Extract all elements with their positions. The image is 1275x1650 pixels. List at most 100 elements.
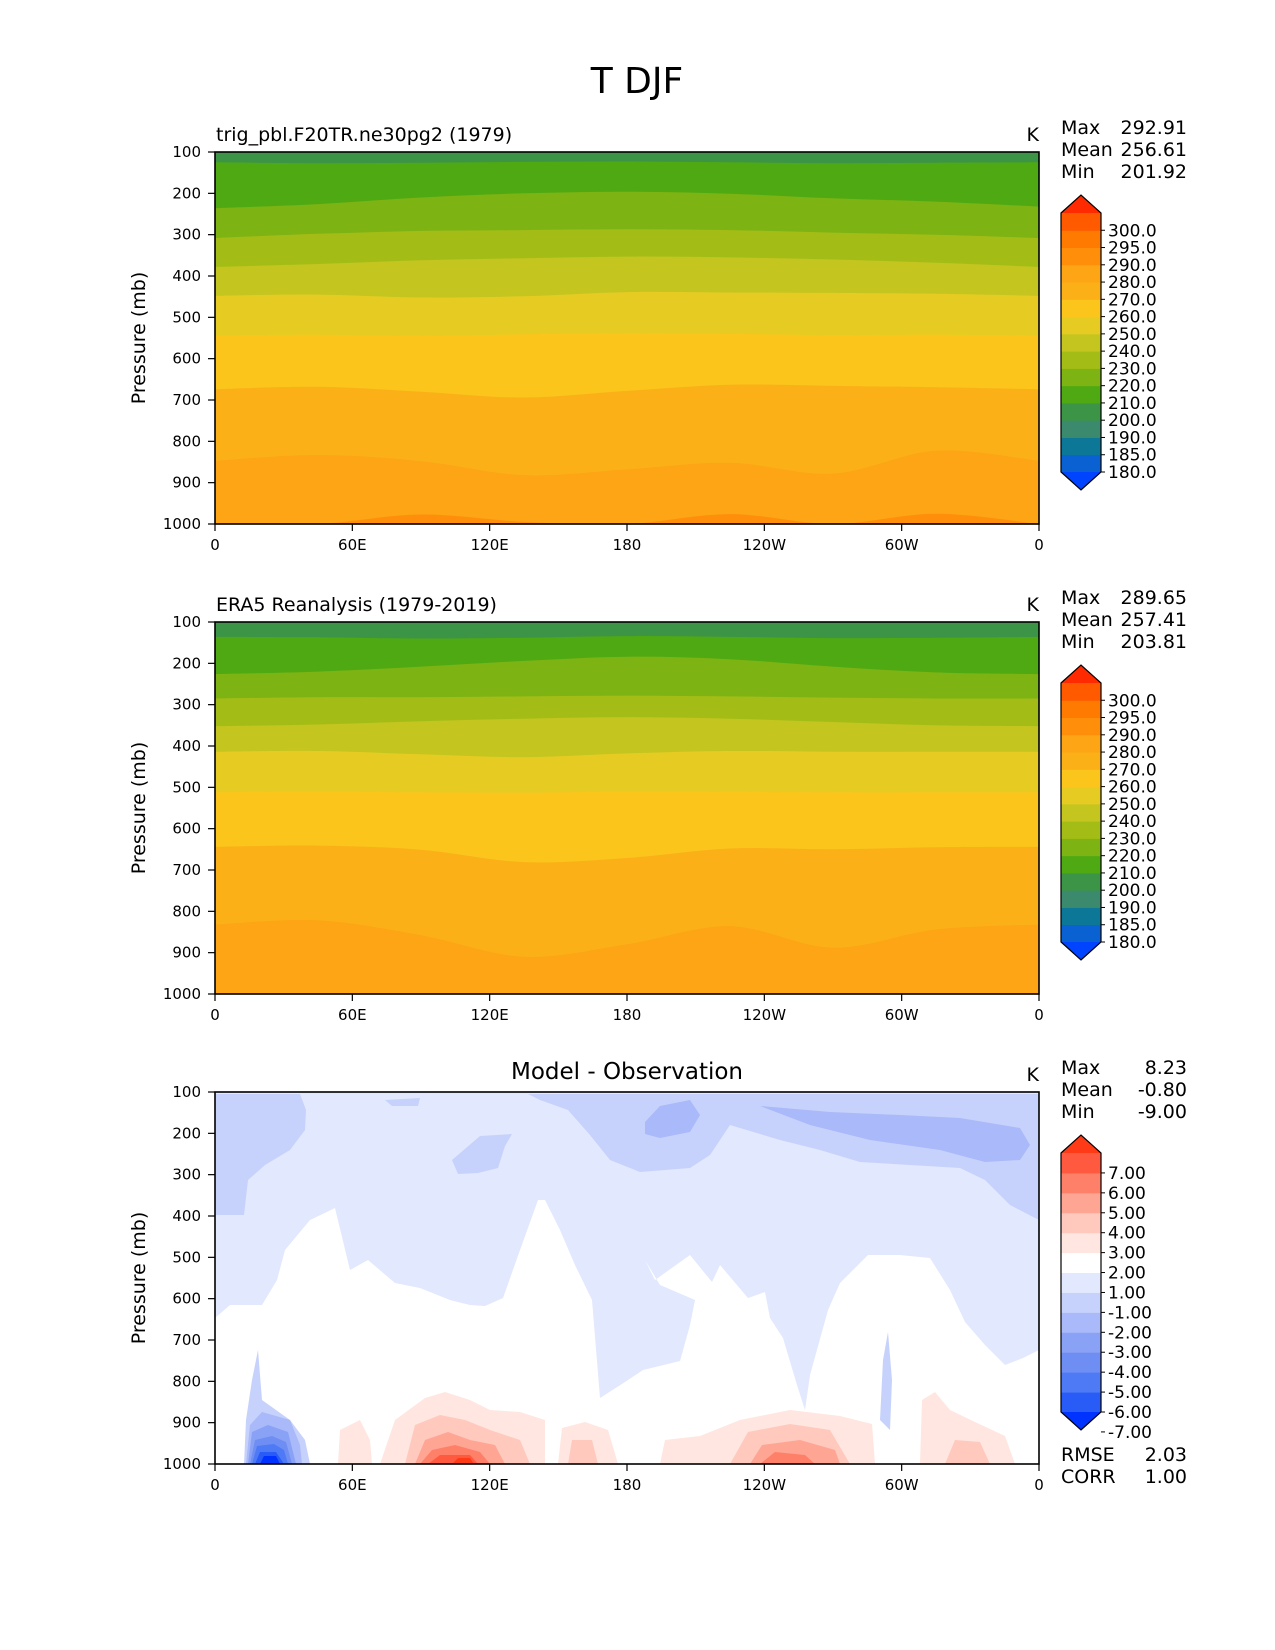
figure-title: T DJF — [590, 61, 683, 102]
colorbar-extend-max — [1061, 195, 1101, 213]
y-tick-label: 300 — [172, 226, 201, 244]
x-tick-label: 120E — [471, 1476, 509, 1494]
stat-mean-label: Mean — [1061, 139, 1113, 161]
y-tick-label: 100 — [172, 1083, 201, 1101]
colorbar-label: 240.0 — [1108, 342, 1157, 362]
colorbar-swatch — [1061, 230, 1101, 249]
panel-title: trig_pbl.F20TR.ne30pg2 (1979) — [216, 124, 512, 146]
y-tick-label: 500 — [172, 1248, 201, 1266]
y-axis-ticks: 100 200 300 400 500 600 700 800 900 1000 — [163, 613, 215, 1003]
colorbar-swatch — [1061, 890, 1101, 908]
stat-min-value: -9.00 — [1138, 1101, 1187, 1123]
colorbar-label: 280.0 — [1108, 273, 1157, 293]
x-tick-label: 60W — [885, 1476, 919, 1494]
x-tick-label: 60E — [338, 1476, 367, 1494]
x-tick-label: 120E — [471, 536, 509, 554]
x-tick-label: 0 — [210, 1006, 220, 1024]
colorbar-swatch — [1061, 1192, 1101, 1214]
y-axis-ticks: 100 200 300 400 500 600 700 800 900 1000 — [163, 143, 215, 533]
colorbar-swatch — [1061, 821, 1101, 839]
x-axis-ticks: 0 60E 120E 180 120W 60W 0 — [210, 1464, 1044, 1494]
colorbar-label: 180.0 — [1108, 933, 1157, 953]
diff-fill-zero — [215, 1200, 1039, 1464]
colorbar-label: 210.0 — [1108, 864, 1157, 884]
colorbar-swatch — [1061, 734, 1101, 753]
diff-fill-plus2 — [568, 1440, 598, 1464]
y-tick-label: 600 — [172, 350, 201, 368]
y-tick-label: 200 — [172, 654, 201, 672]
colorbar-label: 290.0 — [1108, 726, 1157, 746]
contour-band — [215, 920, 1039, 994]
y-tick-label: 400 — [172, 1207, 201, 1225]
x-tick-label: 0 — [210, 1476, 220, 1494]
colorbar-swatch — [1061, 752, 1101, 770]
y-tick-label: 500 — [172, 778, 201, 796]
model-panel: trig_pbl.F20TR.ne30pg2 (1979) K 100 200 30… — [128, 117, 1187, 554]
stat-mean-value: 257.41 — [1121, 609, 1187, 631]
x-tick-label: 120W — [743, 1006, 787, 1024]
colorbar-label: 270.0 — [1108, 760, 1157, 780]
colorbar-label: 4.00 — [1108, 1224, 1146, 1244]
x-tick-label: 60W — [885, 1006, 919, 1024]
diff-fill-plus2 — [945, 1440, 990, 1464]
x-tick-label: 120W — [743, 1476, 787, 1494]
x-tick-label: 180 — [613, 1006, 642, 1024]
stats-box: Max 289.65 Mean 257.41 Min 203.81 — [1061, 587, 1187, 653]
colorbar-label: -4.00 — [1108, 1363, 1152, 1383]
colorbar-label: 240.0 — [1108, 812, 1157, 832]
y-tick-label: 300 — [172, 1166, 201, 1184]
y-tick-label: 200 — [172, 1124, 201, 1142]
observation-panel: ERA5 Reanalysis (1979-2019) K 100 200 300 4… — [128, 587, 1187, 1024]
y-axis-label: Pressure (mb) — [128, 742, 150, 875]
colorbar-swatch — [1061, 437, 1101, 456]
stat-min-label: Min — [1061, 1101, 1095, 1123]
y-tick-label: 900 — [172, 1414, 201, 1432]
x-tick-label: 180 — [613, 536, 642, 554]
colorbar-extend-min — [1061, 472, 1101, 490]
colorbar-extend-min — [1061, 942, 1101, 960]
stat-mean-value: -0.80 — [1138, 1079, 1187, 1101]
x-tick-label: 0 — [210, 536, 220, 554]
y-tick-label: 100 — [172, 143, 201, 161]
y-tick-label: 900 — [172, 474, 201, 492]
y-tick-label: 700 — [172, 391, 201, 409]
contour-band — [215, 513, 1039, 524]
diff-fill-plus4 — [760, 1452, 815, 1464]
colorbar-label: 180.0 — [1108, 463, 1157, 483]
colorbar-label: -6.00 — [1108, 1403, 1152, 1423]
diff-fill-minus3 — [760, 1106, 1030, 1162]
stat-max-value: 289.65 — [1121, 587, 1187, 609]
colorbar-swatch — [1061, 1272, 1101, 1293]
x-tick-label: 120W — [743, 536, 787, 554]
metrics-box: RMSE 2.03 CORR 1.00 — [1061, 1444, 1187, 1488]
x-tick-label: 60E — [338, 536, 367, 554]
x-tick-label: 0 — [1034, 1476, 1044, 1494]
colorbar-label: 230.0 — [1108, 829, 1157, 849]
y-tick-label: 1000 — [163, 515, 201, 533]
colorbar-swatch — [1061, 368, 1101, 387]
colorbar-label: -3.00 — [1108, 1343, 1152, 1363]
colorbar-swatch — [1061, 1312, 1101, 1333]
corr-value: 1.00 — [1145, 1466, 1187, 1488]
units-label: K — [1027, 594, 1040, 616]
panel-title: Model - Observation — [511, 1059, 743, 1085]
x-tick-label: 180 — [613, 1476, 642, 1494]
y-axis-label: Pressure (mb) — [128, 272, 150, 405]
y-tick-label: 600 — [172, 1290, 201, 1308]
colorbar-label: 300.0 — [1108, 691, 1157, 711]
stat-min-value: 203.81 — [1121, 631, 1187, 653]
colorbar-label: 3.00 — [1108, 1244, 1146, 1264]
colorbar-label: 260.0 — [1108, 308, 1157, 328]
stat-mean-value: 256.61 — [1121, 139, 1187, 161]
y-tick-label: 200 — [172, 184, 201, 202]
stat-max-label: Max — [1061, 1057, 1100, 1079]
stat-max-label: Max — [1061, 117, 1100, 139]
colorbar-swatch — [1061, 454, 1101, 473]
colorbar-label: 230.0 — [1108, 359, 1157, 379]
x-tick-label: 60E — [338, 1006, 367, 1024]
colorbar-swatch — [1061, 282, 1101, 300]
colorbar-swatch — [1061, 803, 1101, 822]
y-tick-label: 700 — [172, 861, 201, 879]
colorbar-swatch — [1061, 316, 1101, 335]
